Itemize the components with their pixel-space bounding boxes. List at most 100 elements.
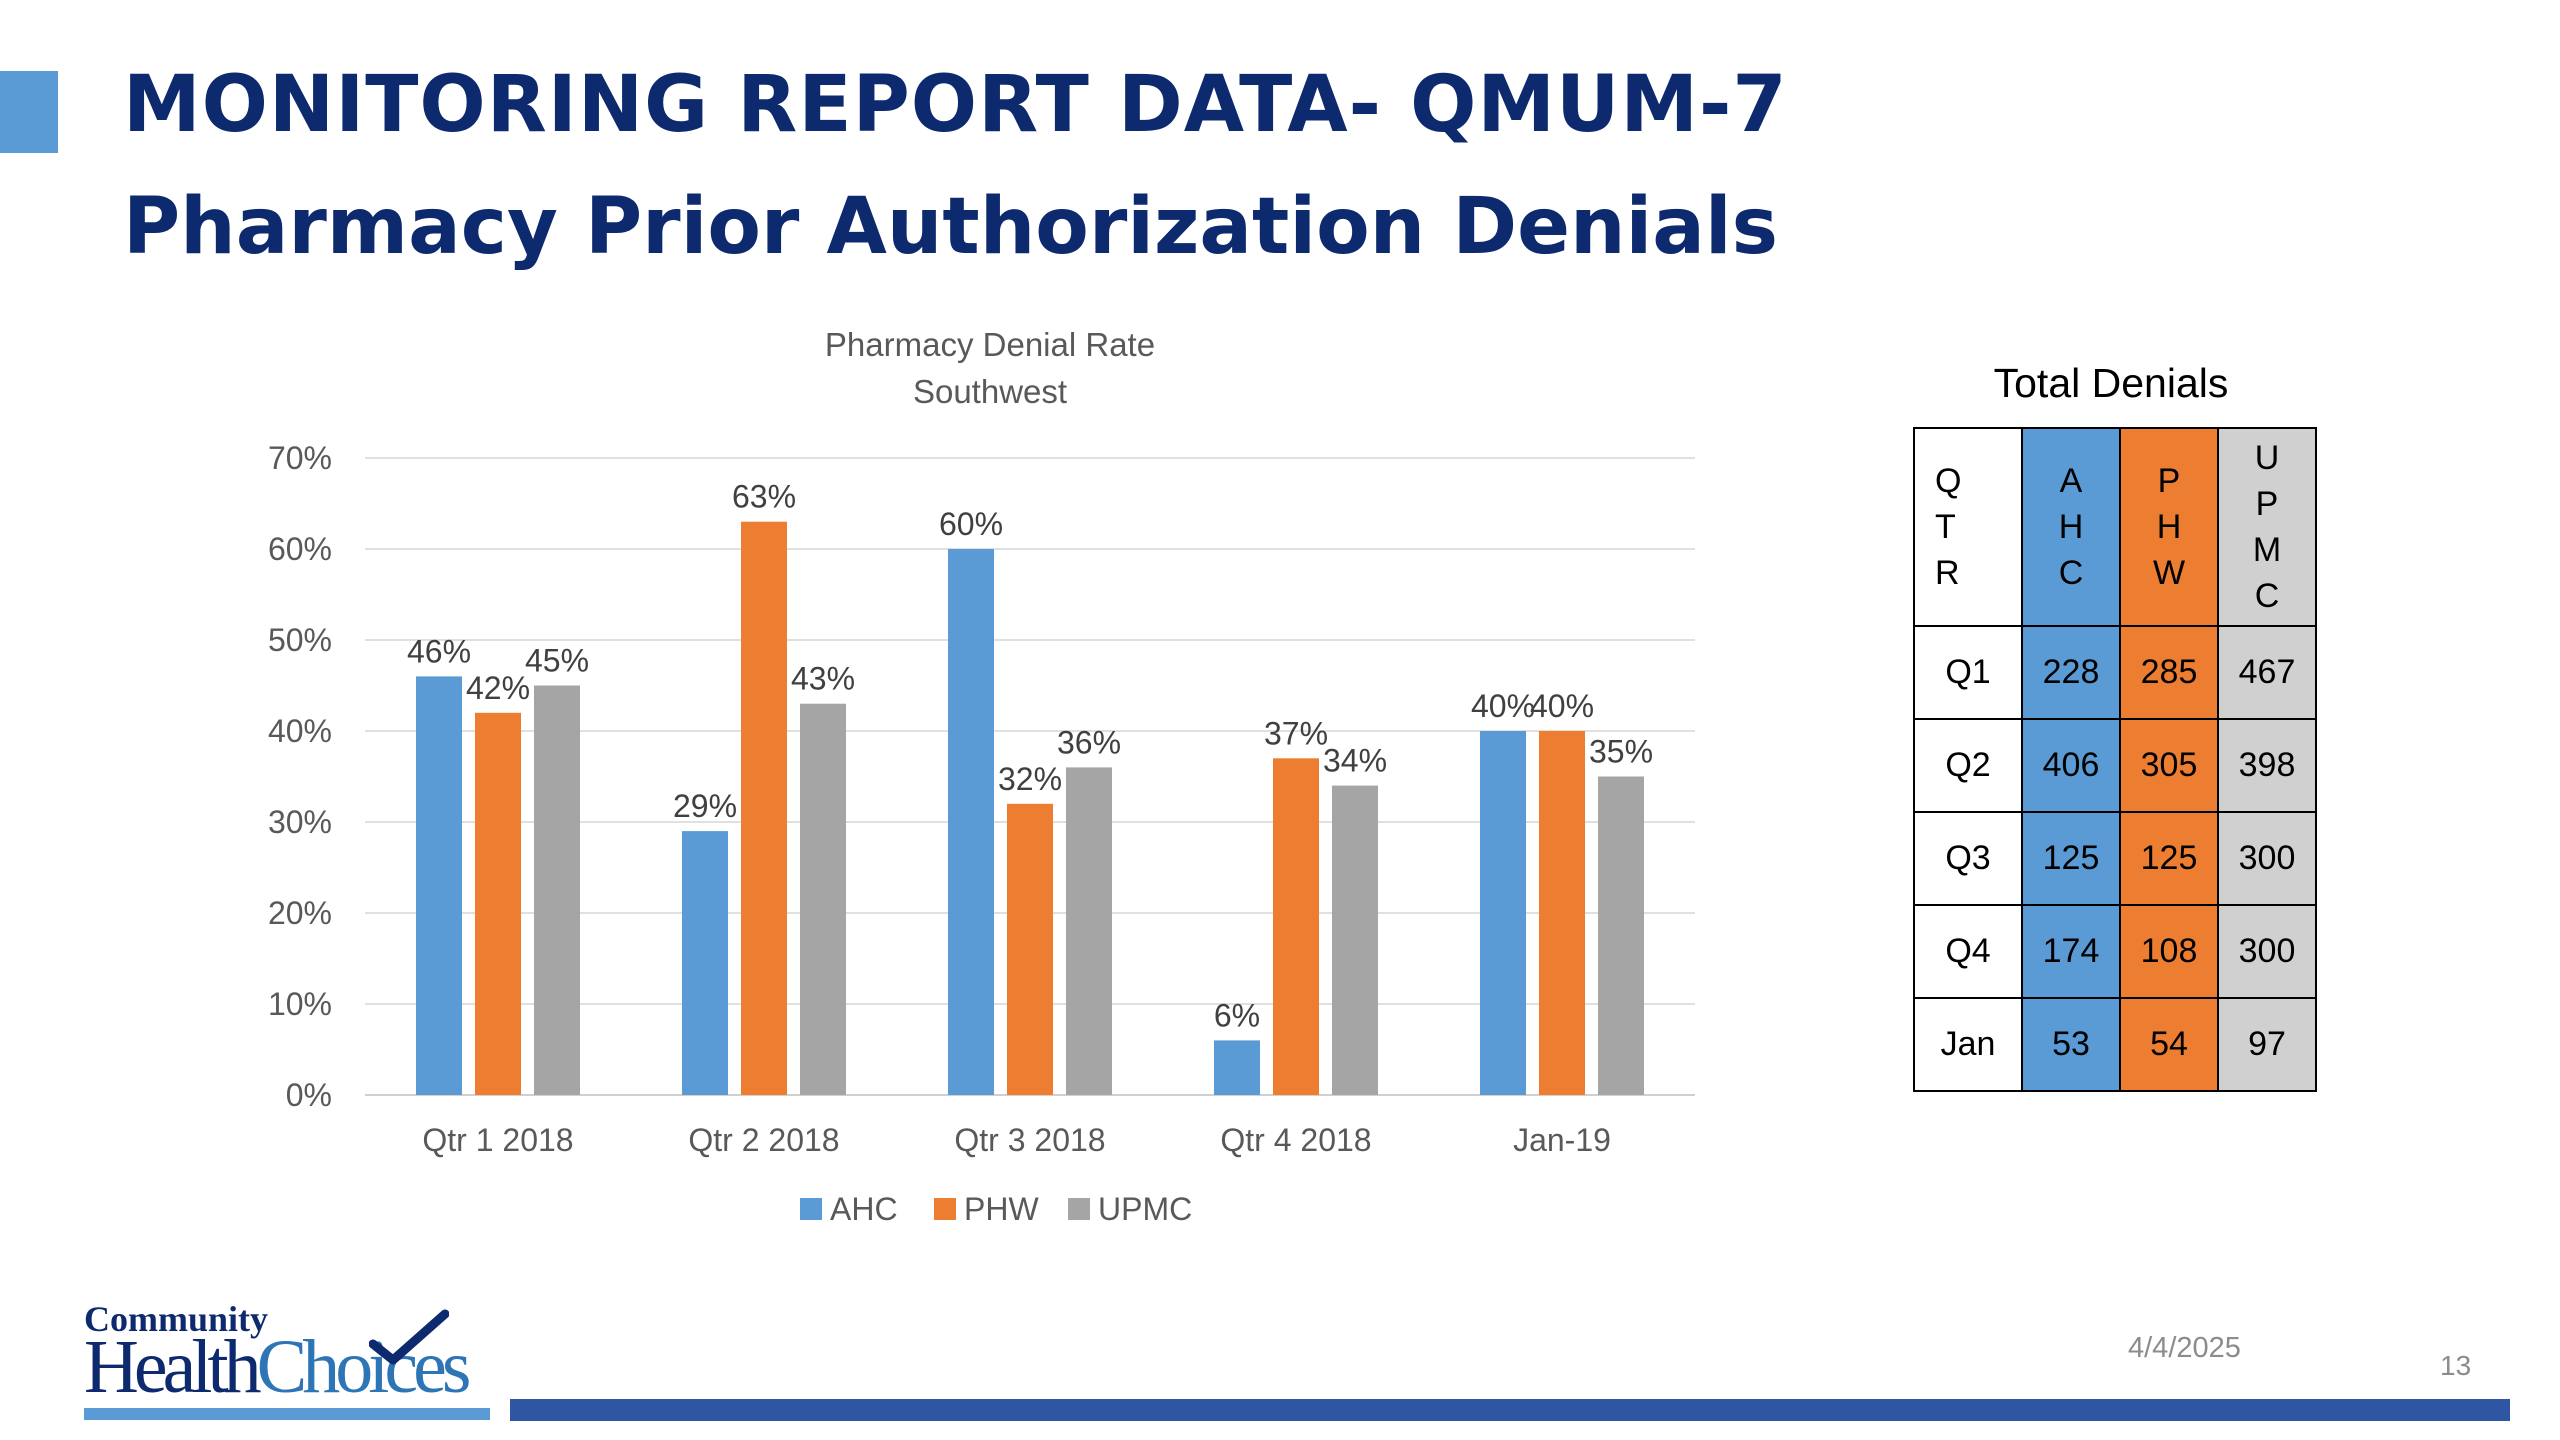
legend-label: AHC (830, 1191, 898, 1227)
y-axis-ticks: 0% 10% 20% 30% 40% 50% 60% 70% (268, 440, 332, 1113)
chart-subtitle: Southwest (913, 373, 1067, 410)
header-letter: T (1935, 508, 1956, 546)
x-tick-label: Qtr 3 2018 (954, 1122, 1105, 1158)
cell-phw: 285 (2119, 625, 2219, 720)
page-number: 13 (2440, 1350, 2472, 1381)
data-label: 45% (525, 643, 589, 679)
cell-phw: 108 (2119, 904, 2219, 999)
bar-phw (1007, 803, 1053, 1095)
bar-phw (741, 521, 787, 1095)
cell-phw: 305 (2119, 718, 2219, 813)
cell-ahc: 125 (2021, 811, 2121, 906)
data-label: 63% (732, 479, 796, 515)
checkmark-icon (369, 1309, 449, 1365)
bar-upmc (1598, 776, 1644, 1095)
header-letter: W (2152, 554, 2186, 592)
bar-upmc (800, 703, 846, 1095)
data-label: 40% (1530, 688, 1594, 724)
y-tick-label: 60% (268, 531, 332, 567)
data-label: 6% (1214, 997, 1260, 1033)
row-quarter: Q4 (1913, 904, 2023, 999)
x-tick-label: Jan-19 (1513, 1122, 1611, 1158)
row-quarter: Jan (1913, 997, 2023, 1092)
table-row: Q1 228 285 467 (1913, 625, 2317, 720)
bar-upmc (1066, 767, 1112, 1095)
data-label: 37% (1264, 715, 1328, 751)
y-tick-label: 0% (286, 1077, 332, 1113)
table-title: Total Denials (1993, 360, 2229, 406)
data-label: 36% (1057, 724, 1121, 760)
data-label: 35% (1589, 734, 1653, 770)
footer-date: 4/4/2025 (2128, 1332, 2241, 1364)
cell-ahc: 228 (2021, 625, 2121, 720)
y-tick-label: 70% (268, 440, 332, 476)
bar-ahc (416, 676, 462, 1095)
x-tick-label: Qtr 1 2018 (422, 1122, 573, 1158)
bar-phw (475, 712, 521, 1095)
logo-top-text: Community (84, 1299, 269, 1339)
y-tick-label: 20% (268, 895, 332, 931)
data-label: 40% (1471, 688, 1535, 724)
row-quarter: Q3 (1913, 811, 2023, 906)
logo-underline (84, 1408, 490, 1420)
accent-bar (0, 71, 58, 153)
legend-swatch-upmc (1068, 1198, 1090, 1220)
header-letter: C (2254, 577, 2280, 615)
cell-phw: 125 (2119, 811, 2219, 906)
bar-phw (1273, 758, 1319, 1095)
data-label: 34% (1323, 743, 1387, 779)
chart-legend: AHC PHW UPMC (800, 1191, 1192, 1227)
data-label: 43% (791, 661, 855, 697)
footer-bar (510, 1399, 2510, 1421)
chart-bars (416, 521, 1644, 1095)
cell-upmc: 398 (2217, 718, 2317, 813)
header-letter: M (2252, 531, 2282, 569)
bar-upmc (534, 685, 580, 1095)
chart-title: Pharmacy Denial Rate (825, 326, 1155, 363)
x-tick-label: Qtr 2 2018 (688, 1122, 839, 1158)
cell-ahc: 406 (2021, 718, 2121, 813)
row-quarter: Q1 (1913, 625, 2023, 720)
y-tick-label: 50% (268, 622, 332, 658)
data-label: 46% (407, 633, 471, 669)
cell-phw: 54 (2119, 997, 2219, 1092)
legend-swatch-ahc (800, 1198, 822, 1220)
bar-phw (1539, 731, 1585, 1095)
x-tick-label: Qtr 4 2018 (1220, 1122, 1371, 1158)
denial-rate-chart: Pharmacy Denial Rate Southwest 0% 10% 20% 3… (268, 326, 1695, 1227)
header-letter: A (2059, 462, 2083, 500)
data-label: 29% (673, 788, 737, 824)
bar-upmc (1332, 785, 1378, 1095)
x-axis-ticks: Qtr 1 2018 Qtr 2 2018 Qtr 3 2018 Qtr 4 2018… (422, 1122, 1611, 1158)
table-row: Q4 174 108 300 (1913, 904, 2317, 999)
legend-label: PHW (964, 1191, 1039, 1227)
table-row: Q3 125 125 300 (1913, 811, 2317, 906)
cell-upmc: 300 (2217, 811, 2317, 906)
y-tick-label: 30% (268, 804, 332, 840)
cell-ahc: 53 (2021, 997, 2121, 1092)
logo-health: Health (84, 1325, 262, 1409)
header-letter: H (2058, 508, 2084, 546)
cell-upmc: 467 (2217, 625, 2317, 720)
cell-ahc: 174 (2021, 904, 2121, 999)
page-subtitle: Pharmacy Prior Authorization Denials (123, 182, 1779, 272)
page-title: MONITORING REPORT DATA- QMUM-7 (123, 60, 1788, 150)
header-letter: H (2156, 508, 2182, 546)
bar-ahc (1480, 731, 1526, 1095)
bar-ahc (948, 549, 994, 1095)
community-healthchoices-logo: Community HealthChoices (84, 1298, 494, 1428)
legend-label: UPMC (1098, 1191, 1192, 1227)
y-tick-label: 40% (268, 713, 332, 749)
header-letter: R (1935, 554, 1960, 592)
logo-main-text: HealthChoices (84, 1324, 472, 1411)
data-label: 60% (939, 506, 1003, 542)
data-label: 32% (998, 761, 1062, 797)
header-letter: C (2058, 554, 2084, 592)
header-letter: P (2255, 485, 2279, 523)
logo-choices: Choices (256, 1325, 472, 1409)
row-quarter: Q2 (1913, 718, 2023, 813)
